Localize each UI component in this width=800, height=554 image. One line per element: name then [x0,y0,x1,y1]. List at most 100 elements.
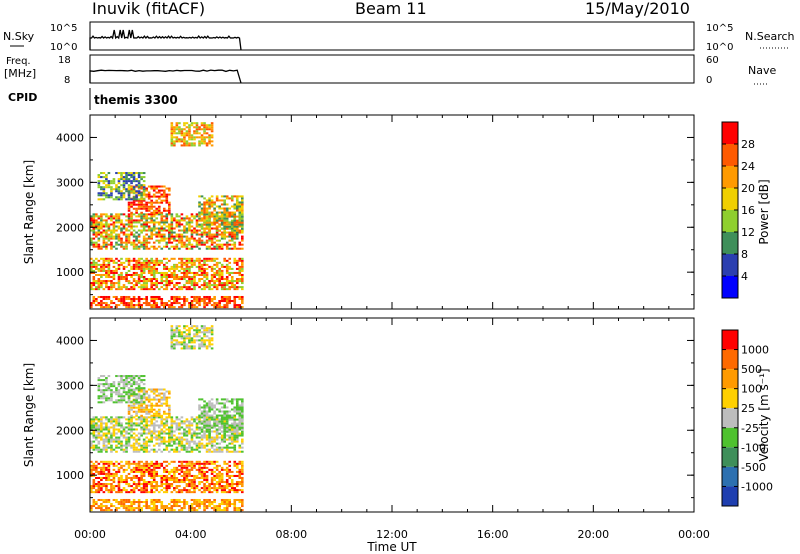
velocity-cell [210,507,214,510]
power-cell [193,231,196,234]
power-cell [218,223,221,226]
power-cell [205,278,209,281]
velocity-cell [183,422,186,425]
velocity-cell [223,446,226,449]
velocity-cell [168,442,171,445]
velocity-cell [117,476,121,479]
power-cell [150,187,153,190]
velocity-cell [210,487,214,490]
power-cell [205,267,209,270]
velocity-cell [193,325,196,328]
velocity-cell [137,438,141,441]
velocity-cell [165,505,169,508]
velocity-cell [147,464,151,467]
velocity-cell [200,444,204,447]
velocity-cell [140,422,143,425]
power-cell [122,275,126,279]
velocity-cell [152,464,156,467]
power-cell [190,221,194,224]
power-cell [127,261,131,264]
power-cell [223,257,226,260]
power-cell [208,205,211,208]
power-cell [198,126,201,129]
power-cell [213,263,216,266]
power-cell [162,219,166,222]
velocity-cell [110,399,113,402]
power-cell [92,215,96,218]
power-cell [92,219,96,222]
power-cell [107,233,111,236]
power-cell [130,302,133,305]
velocity-cell [127,460,131,463]
velocity-cell [147,438,151,441]
velocity-cell [168,438,171,441]
velocity-cell [117,391,121,394]
power-cell [132,192,136,195]
power-cell [233,229,237,232]
velocity-cell [183,470,186,473]
velocity-cell [193,462,196,465]
velocity-cell [215,398,219,401]
velocity-cell [203,460,206,463]
velocity-cell [130,420,133,423]
velocity-cell [112,432,116,435]
velocity-cell [92,462,96,465]
velocity-cell [200,398,204,401]
power-cell [218,199,221,202]
power-cell [190,275,194,279]
power-cell [238,219,242,222]
velocity-cell [235,481,239,484]
power-cell [185,286,189,289]
power-cell [220,295,224,298]
power-cell [152,229,156,232]
power-cell [178,282,181,285]
velocity-cell [193,440,196,443]
power-cell [210,221,214,224]
velocity-cell [127,509,131,512]
power-cell [97,245,101,248]
velocity-cell [168,410,171,413]
velocity-cell [90,440,93,443]
velocity-cell [220,446,224,449]
velocity-cell [140,406,143,409]
power-cell [241,278,244,281]
velocity-cell [132,487,136,490]
velocity-cell [122,375,126,378]
power-cell [188,223,191,226]
power-cell [225,213,229,216]
velocity-cell [213,466,216,469]
velocity-cell [223,422,226,425]
power-cell [225,278,229,281]
power-cell [127,288,131,291]
power-cell [107,229,111,232]
power-cell [193,126,196,129]
power-cell [173,263,176,266]
velocity-cell [120,432,123,435]
power-cell [117,286,121,289]
velocity-cell [90,507,93,510]
velocity-cell [205,438,209,441]
power-cell [215,205,219,208]
power-cell [185,229,189,232]
velocity-cell [170,483,174,486]
velocity-cell [142,464,146,467]
power-cell [178,278,181,281]
power-cell [97,176,101,179]
velocity-cell [165,483,169,486]
velocity-cell [165,507,169,510]
velocity-cell [165,446,169,449]
power-cell [173,144,176,147]
power-cell [92,259,96,262]
velocity-cell [130,489,133,492]
power-cell [241,247,244,250]
power-cell [205,223,209,226]
power-cell [220,223,224,226]
velocity-cell [140,428,143,431]
velocity-cell [180,462,184,465]
velocity-cell [130,436,133,439]
velocity-cell [150,472,153,475]
velocity-cell [223,500,226,504]
power-cell [238,201,242,204]
velocity-cell [140,408,143,411]
velocity-cell [155,500,159,504]
